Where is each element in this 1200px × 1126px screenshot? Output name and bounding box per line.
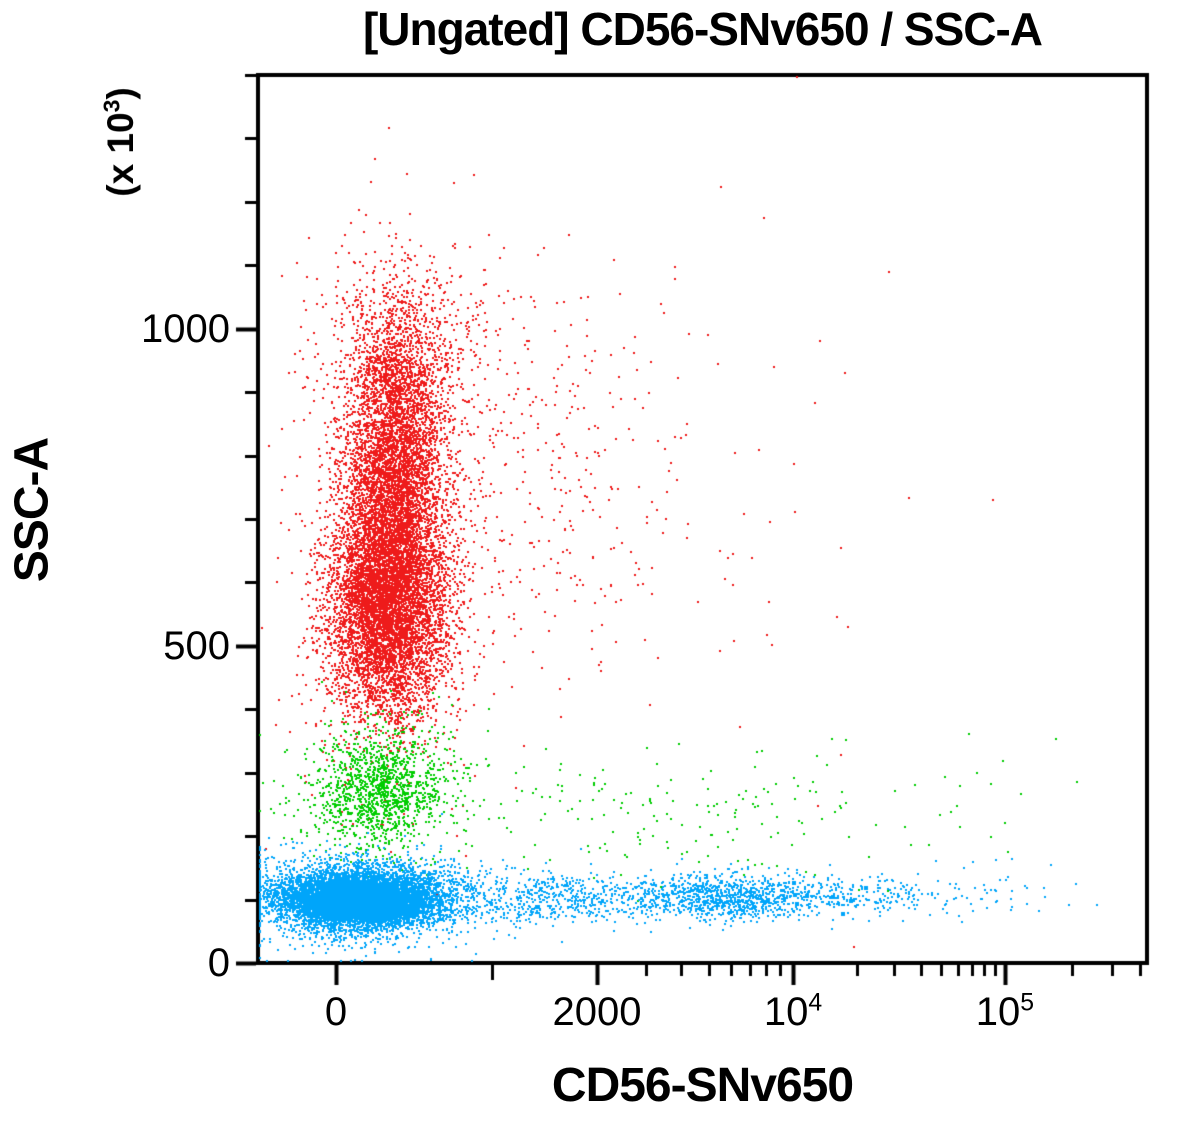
x-tick-label: 2000 [552,990,642,1034]
chart-title: [Ungated] CD56-SNv650 / SSC-A [362,3,1043,55]
y-axis-label: SSC-A [5,437,59,583]
x-tick-label: 0 [324,990,348,1034]
x-tick-label: 105 [975,989,1035,1034]
y-tick-label: 1000 [141,306,230,351]
x-tick-label: 104 [763,989,823,1034]
x-axis-label: CD56-SNv650 [551,1059,854,1112]
y-axis-unit-label: (x 103) [98,87,141,197]
y-tick-label: 500 [163,623,230,668]
y-tick-label: 0 [207,941,230,985]
